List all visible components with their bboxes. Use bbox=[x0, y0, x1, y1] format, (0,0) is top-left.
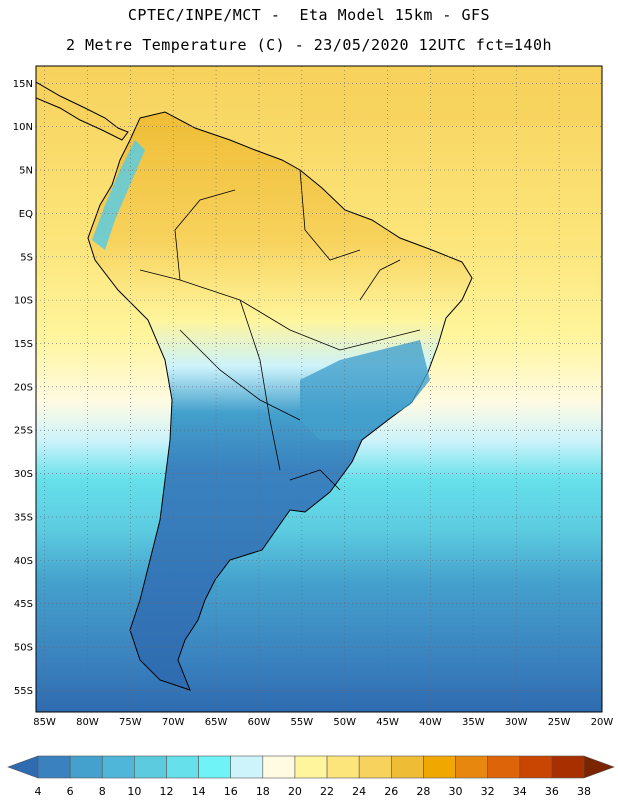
colorbar-label: 36 bbox=[545, 785, 559, 798]
colorbar-swatch bbox=[326, 755, 360, 779]
colorbar-swatch bbox=[101, 755, 135, 779]
color-scale: 4 6 8 10 12 14 16 18 20 22 24 26 28 30 32 34 36 38 bbox=[7, 755, 615, 798]
colorbar-label: 8 bbox=[99, 785, 106, 798]
lat-label: 30S bbox=[14, 469, 33, 480]
title-model: CPTEC/INPE/MCT - Eta Model 15km - GFS bbox=[127, 6, 491, 24]
colorbar-swatch bbox=[69, 755, 103, 779]
colorbar-label: 10 bbox=[127, 785, 141, 798]
colorbar-swatch bbox=[551, 755, 585, 779]
lon-label: 70W bbox=[162, 717, 185, 728]
lat-label: 10N bbox=[13, 122, 33, 133]
longitude-labels: 85W 80W 75W 70W 65W 60W 55W 50W 45W 40W 35W 30W 25W 2… bbox=[33, 717, 613, 728]
lat-label: EQ bbox=[19, 209, 33, 220]
lon-label: 60W bbox=[248, 717, 271, 728]
lon-label: 25W bbox=[548, 717, 571, 728]
colorbar-swatch bbox=[487, 755, 521, 779]
colorbar-label: 32 bbox=[481, 785, 495, 798]
map-frame bbox=[35, 65, 603, 713]
lat-label: 35S bbox=[14, 512, 33, 523]
colorbar-max-arrow bbox=[583, 755, 615, 779]
colorbar-label: 6 bbox=[67, 785, 74, 798]
lat-label: 15S bbox=[14, 339, 33, 350]
colorbar-label: 24 bbox=[352, 785, 366, 798]
colorbar-min-arrow bbox=[7, 755, 39, 779]
colorbar-swatch bbox=[134, 755, 167, 779]
lon-label: 55W bbox=[291, 717, 314, 728]
colorbar-swatch bbox=[37, 755, 71, 779]
lon-label: 20W bbox=[591, 717, 614, 728]
lat-label: 55S bbox=[14, 686, 33, 697]
lon-label: 50W bbox=[333, 717, 356, 728]
lon-label: 45W bbox=[376, 717, 399, 728]
colorbar-label: 4 bbox=[35, 785, 42, 798]
colorbar-swatch bbox=[294, 755, 328, 779]
colorbar-label: 28 bbox=[416, 785, 430, 798]
colorbar-swatch bbox=[390, 755, 424, 779]
central-america bbox=[36, 81, 129, 141]
lat-label: 45S bbox=[14, 599, 33, 610]
latitude-labels: 15N 10N 5N EQ 5S 10S 15S 20S 25S 30S 35S 40S 45S 50S 5… bbox=[13, 79, 33, 697]
borders bbox=[139, 169, 421, 491]
lon-label: 75W bbox=[119, 717, 142, 728]
colorbar-label: 16 bbox=[224, 785, 238, 798]
warm-band bbox=[300, 66, 602, 126]
colorbar-swatch bbox=[358, 755, 392, 779]
colorbar-swatch bbox=[455, 755, 488, 779]
cool-highlands bbox=[300, 340, 430, 440]
lon-label: 85W bbox=[33, 717, 56, 728]
lon-label: 80W bbox=[76, 717, 99, 728]
colorbar-swatch bbox=[230, 755, 264, 779]
lon-label: 35W bbox=[462, 717, 485, 728]
lat-label: 50S bbox=[14, 642, 33, 653]
lon-label: 65W bbox=[205, 717, 228, 728]
colorbar-swatch bbox=[519, 755, 553, 779]
map-field bbox=[36, 66, 602, 712]
lat-label: 5N bbox=[19, 166, 33, 177]
lat-label: 25S bbox=[14, 426, 33, 437]
colorbar-label: 34 bbox=[513, 785, 527, 798]
colorbar-label: 18 bbox=[256, 785, 270, 798]
colorbar-label: 38 bbox=[577, 785, 591, 798]
lat-label: 15N bbox=[13, 79, 33, 90]
andes-band bbox=[92, 140, 145, 250]
lon-label: 40W bbox=[419, 717, 442, 728]
colorbar-label: 14 bbox=[192, 785, 206, 798]
colorbar-label: 30 bbox=[449, 785, 463, 798]
colorbar-label: 22 bbox=[320, 785, 334, 798]
lat-label: 40S bbox=[14, 556, 33, 567]
colorbar-label: 20 bbox=[288, 785, 302, 798]
colorbar-swatch bbox=[198, 755, 232, 779]
colorbar-swatch bbox=[423, 755, 456, 779]
lat-label: 5S bbox=[20, 252, 33, 263]
title-variable: 2 Metre Temperature (C) - 23/05/2020 12U… bbox=[65, 36, 553, 54]
lat-label: 20S bbox=[14, 382, 33, 393]
colorbar-swatch bbox=[262, 755, 296, 779]
lon-label: 30W bbox=[505, 717, 528, 728]
colorbar-swatch bbox=[166, 755, 199, 779]
lat-label: 10S bbox=[14, 296, 33, 307]
colorbar-label: 26 bbox=[384, 785, 398, 798]
colorbar-label: 12 bbox=[159, 785, 173, 798]
